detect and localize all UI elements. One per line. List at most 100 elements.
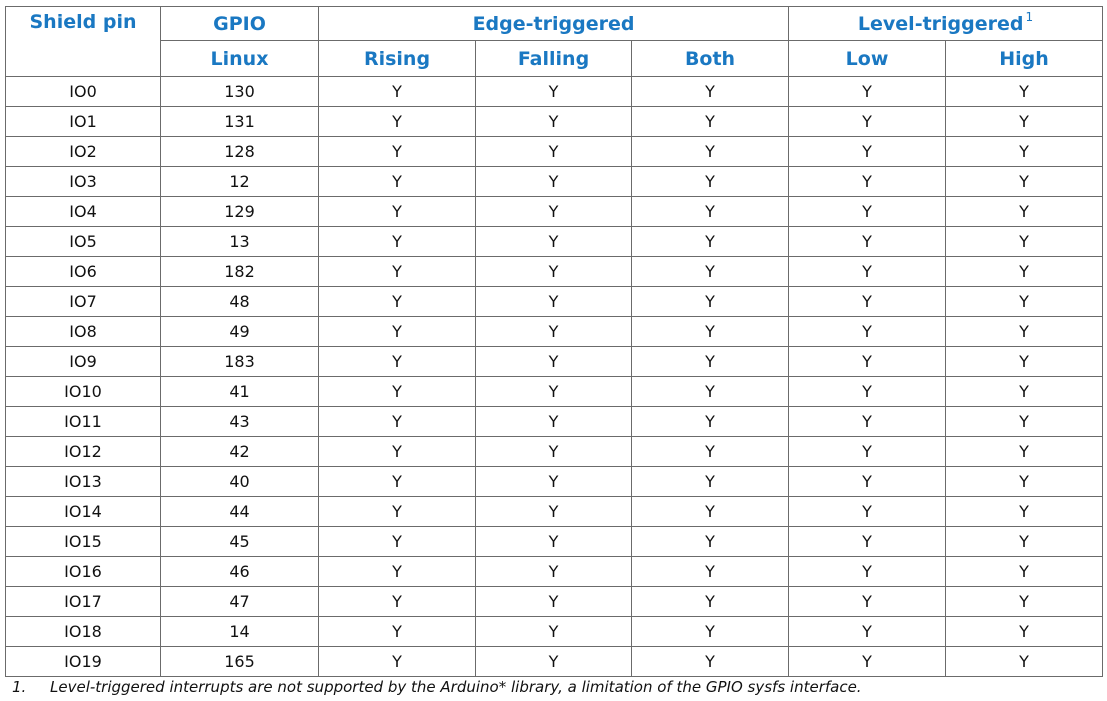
cell-falling: Y: [475, 196, 632, 227]
cell-both: Y: [630, 406, 790, 437]
cell-both: Y: [630, 346, 790, 377]
cell-shield-pin: IO17: [5, 586, 161, 617]
table-row: IO4 129 Y Y Y Y Y: [5, 196, 1104, 227]
table-row: IO0 130 Y Y Y Y Y: [5, 76, 1104, 107]
cell-linux-gpio: 45: [160, 526, 319, 557]
table-row: IO10 41 Y Y Y Y Y: [5, 376, 1104, 407]
table-row: IO3 12 Y Y Y Y Y: [5, 166, 1104, 197]
cell-falling: Y: [475, 76, 632, 107]
cell-shield-pin: IO14: [5, 496, 161, 527]
cell-high: Y: [945, 436, 1104, 467]
cell-both: Y: [630, 436, 790, 467]
cell-low: Y: [788, 196, 947, 227]
cell-linux-gpio: 44: [160, 496, 319, 527]
cell-linux-gpio: 47: [160, 586, 319, 617]
table-row: IO11 43 Y Y Y Y Y: [5, 406, 1104, 437]
cell-rising: Y: [318, 346, 476, 377]
cell-both: Y: [630, 136, 790, 167]
table-row: IO6 182 Y Y Y Y Y: [5, 256, 1104, 287]
cell-rising: Y: [318, 466, 476, 497]
cell-high: Y: [945, 226, 1104, 257]
cell-rising: Y: [318, 646, 476, 677]
cell-linux-gpio: 129: [160, 196, 319, 227]
table-row: IO9 183 Y Y Y Y Y: [5, 346, 1104, 377]
table-row: IO2 128 Y Y Y Y Y: [5, 136, 1104, 167]
cell-linux-gpio: 43: [160, 406, 319, 437]
cell-linux-gpio: 165: [160, 646, 319, 677]
cell-low: Y: [788, 586, 947, 617]
header-both: Both: [630, 40, 790, 77]
cell-shield-pin: IO19: [5, 646, 161, 677]
table-header: Shield pin GPIO Edge-triggered Level-tri…: [5, 6, 1104, 77]
cell-rising: Y: [318, 196, 476, 227]
cell-linux-gpio: 183: [160, 346, 319, 377]
cell-high: Y: [945, 346, 1104, 377]
table-row: IO14 44 Y Y Y Y Y: [5, 496, 1104, 527]
cell-falling: Y: [475, 466, 632, 497]
table-row: IO5 13 Y Y Y Y Y: [5, 226, 1104, 257]
cell-both: Y: [630, 106, 790, 137]
header-edge-triggered: Edge-triggered: [317, 6, 790, 41]
cell-both: Y: [630, 76, 790, 107]
cell-linux-gpio: 42: [160, 436, 319, 467]
cell-shield-pin: IO2: [5, 136, 161, 167]
cell-low: Y: [788, 646, 947, 677]
cell-shield-pin: IO16: [5, 556, 161, 587]
cell-rising: Y: [318, 136, 476, 167]
footnote-marker: 1: [1025, 9, 1034, 24]
table-body: IO0 130 Y Y Y Y Y IO1 131 Y Y Y Y Y IO2 128 Y Y Y Y Y IO3 12 Y Y…: [5, 76, 1104, 677]
cell-falling: Y: [475, 166, 632, 197]
cell-shield-pin: IO8: [5, 316, 161, 347]
cell-both: Y: [630, 646, 790, 677]
cell-high: Y: [945, 376, 1104, 407]
cell-high: Y: [945, 646, 1104, 677]
header-row-sub: Linux Rising Falling Both Low High: [6, 40, 1104, 77]
cell-falling: Y: [475, 406, 632, 437]
cell-shield-pin: IO18: [5, 616, 161, 647]
footnote-text: Level-triggered interrupts are not suppo…: [50, 678, 862, 696]
footnote-number: 1.: [12, 678, 27, 696]
cell-low: Y: [788, 316, 947, 347]
cell-rising: Y: [318, 226, 476, 257]
cell-rising: Y: [318, 286, 476, 317]
cell-rising: Y: [318, 256, 476, 287]
table-row: IO19 165 Y Y Y Y Y: [5, 646, 1104, 677]
cell-linux-gpio: 13: [160, 226, 319, 257]
cell-low: Y: [788, 346, 947, 377]
cell-linux-gpio: 48: [160, 286, 319, 317]
cell-rising: Y: [318, 106, 476, 137]
cell-both: Y: [630, 376, 790, 407]
cell-falling: Y: [475, 346, 632, 377]
cell-high: Y: [945, 496, 1104, 527]
cell-low: Y: [788, 466, 947, 497]
header-gpio: GPIO: [160, 6, 319, 41]
cell-low: Y: [788, 556, 947, 587]
cell-linux-gpio: 131: [160, 106, 319, 137]
cell-both: Y: [630, 256, 790, 287]
cell-shield-pin: IO15: [5, 526, 161, 557]
cell-linux-gpio: 12: [160, 166, 319, 197]
table-row: IO8 49 Y Y Y Y Y: [5, 316, 1104, 347]
cell-falling: Y: [475, 436, 632, 467]
cell-falling: Y: [475, 496, 632, 527]
cell-low: Y: [788, 496, 947, 527]
cell-low: Y: [788, 136, 947, 167]
cell-falling: Y: [475, 256, 632, 287]
cell-both: Y: [630, 616, 790, 647]
cell-falling: Y: [475, 226, 632, 257]
cell-linux-gpio: 49: [160, 316, 319, 347]
cell-rising: Y: [318, 586, 476, 617]
cell-falling: Y: [475, 316, 632, 347]
header-level-triggered-label: Level-triggered: [857, 12, 1024, 35]
cell-linux-gpio: 40: [160, 466, 319, 497]
cell-low: Y: [788, 166, 947, 197]
cell-both: Y: [630, 196, 790, 227]
cell-falling: Y: [475, 106, 632, 137]
cell-falling: Y: [475, 136, 632, 167]
cell-both: Y: [630, 166, 790, 197]
cell-linux-gpio: 41: [160, 376, 319, 407]
cell-high: Y: [945, 136, 1104, 167]
cell-low: Y: [788, 106, 947, 137]
cell-high: Y: [945, 586, 1104, 617]
cell-shield-pin: IO12: [5, 436, 161, 467]
